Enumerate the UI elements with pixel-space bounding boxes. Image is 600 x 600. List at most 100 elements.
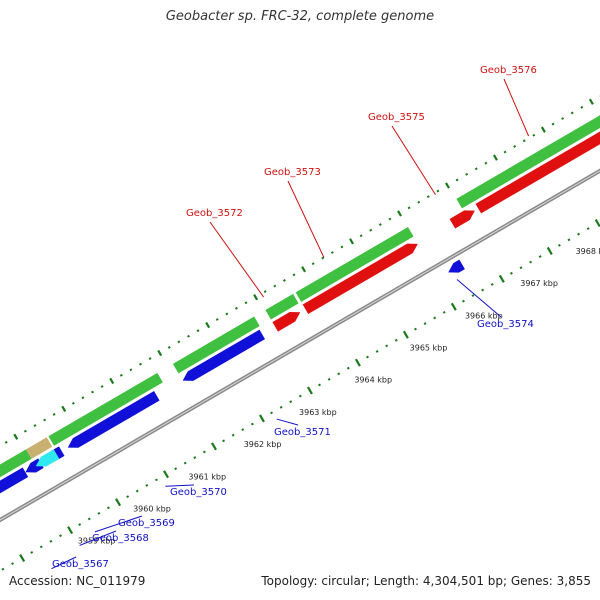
tick-mark [23,429,27,433]
label-leader-line [391,125,436,196]
tick-mark [282,279,286,282]
tick-mark [241,428,245,432]
tick-mark [474,167,478,171]
tick-mark [529,260,533,264]
backbone-highlight [0,170,600,521]
gene-bar [25,437,53,459]
tick-mark [455,178,459,182]
tick-mark [87,517,91,521]
tick-mark [532,133,536,137]
tick-mark [263,290,267,294]
label-leader-line [503,78,530,137]
tick-mark [397,210,402,217]
tick-mark [100,385,104,388]
tick-mark [215,318,219,321]
tick-mark [436,189,440,193]
tick-mark [461,299,465,303]
tick-mark [135,489,139,493]
label-leader-line [51,556,77,570]
tick-mark [385,344,389,348]
tick-mark [378,223,382,227]
backbone-track [0,168,600,523]
inner-tick-track [1,219,600,571]
tick-mark [81,396,85,400]
cds-forward [302,243,418,315]
cds-forward [475,131,600,214]
tick-mark [289,400,293,404]
tick-mark [570,111,574,115]
label-leader-line [276,418,299,426]
gene-bar [172,316,260,374]
kbp-label: 3968 kbp [576,247,600,256]
tick-mark [465,172,469,176]
tick-mark [273,284,277,288]
kbp-label: 3963 kbp [299,408,337,417]
kbp-scale: 3959 kbp 3960 kbp 3961 kbp 3962 kbp 3963 kbp… [78,247,600,546]
gene-label: Geob_3571 [274,427,331,438]
genome-summary-text: Topology: circular; Length: 4,304,501 bp… [261,574,591,588]
tick-mark [205,321,211,329]
tick-mark [311,262,315,266]
tick-mark [167,346,171,349]
tick-mark [519,266,523,270]
tick-mark [52,413,56,416]
gene-label: Geob_3569 [118,518,175,529]
tick-mark [407,206,411,210]
gene-labels: Geob_3567 Geob_3568 Geob_3569 Geob_3570 Geob… [51,65,537,570]
tick-mark [394,338,398,342]
tick-mark [259,414,265,423]
tick-mark [270,411,274,415]
gene-bar [265,293,299,320]
tick-mark [187,334,190,338]
tick-mark [551,122,555,126]
tick-mark [107,506,110,510]
tick-mark [498,274,505,283]
tick-mark [306,386,313,395]
tick-mark [557,243,561,247]
cds-forward [449,210,475,229]
tick-mark [561,117,565,120]
tick-mark [183,461,187,465]
gene-label: Geob_3575 [368,112,425,123]
tick-mark [145,484,149,487]
kbp-label: 3962 kbp [244,440,282,449]
tick-mark [222,439,226,443]
tick-mark [503,150,507,154]
tick-mark [193,456,197,459]
tick-mark [177,340,181,344]
kbp-label: 3959 kbp [78,537,116,546]
tick-mark [211,442,217,451]
tick-mark [154,478,158,482]
gene-label: Geob_3576 [480,65,537,76]
tick-mark [546,246,553,255]
gene-bar [295,227,414,302]
tick-mark [375,350,379,353]
cds-reverse [67,391,160,448]
tick-mark [359,234,363,238]
tick-mark [196,329,200,333]
tick-mark [109,377,115,385]
tick-mark [1,567,5,571]
tick-mark [4,440,8,444]
tick-mark [414,327,417,331]
tick-mark [340,245,344,249]
tick-mark [567,238,571,242]
tick-mark [157,349,163,357]
cds-reverse [0,467,29,494]
tick-mark [119,373,123,377]
kbp-label: 3960 kbp [133,504,171,513]
tick-mark [202,450,206,454]
tick-mark [321,256,325,260]
tick-mark [129,368,133,372]
cds-forward [272,312,301,332]
accession-text: Accession: NC_011979 [9,574,146,588]
gene-bar [456,115,600,209]
tick-mark [43,418,47,422]
tick-mark [225,312,229,316]
tick-mark [586,227,590,231]
tick-mark [471,294,475,298]
label-leader-line [209,221,265,298]
tick-mark [39,545,43,549]
tick-mark [148,357,152,361]
tick-mark [139,362,142,366]
